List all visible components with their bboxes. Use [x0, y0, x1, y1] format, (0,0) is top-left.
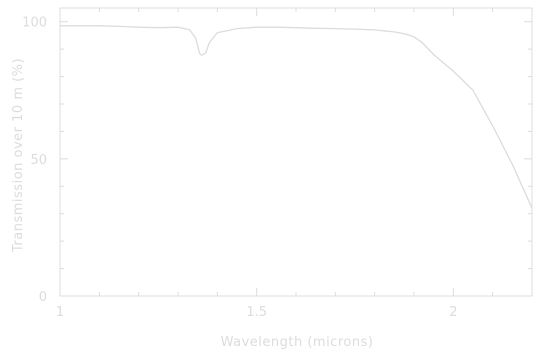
transmission-line [60, 26, 532, 208]
y-ticks [60, 22, 532, 296]
x-tick-label: 1 [56, 305, 64, 320]
y-tick-label: 0 [39, 290, 47, 305]
x-tick-label: 2 [449, 305, 457, 320]
x-axis-label: Wavelength (microns) [221, 335, 374, 350]
x-tick-label: 1.5 [246, 305, 267, 320]
y-axis-label: Transmission over 10 m (%) [11, 58, 26, 253]
y-tick-label: 100 [22, 16, 47, 31]
x-ticks [60, 8, 532, 296]
y-tick-label: 50 [30, 153, 47, 168]
plot-frame [60, 8, 532, 296]
plot-border [60, 8, 532, 296]
series-group [60, 26, 532, 208]
x-tick-labels: 1 1.5 2 [56, 305, 458, 320]
